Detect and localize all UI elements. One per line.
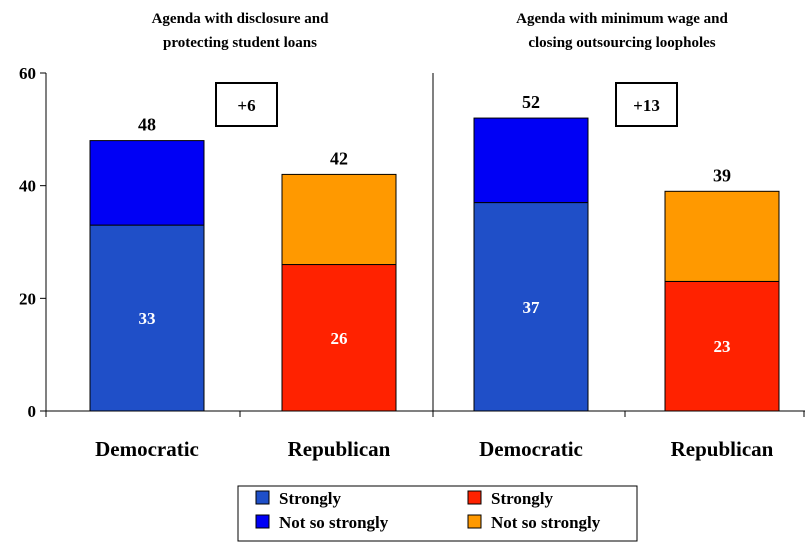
bar-segment-strongly (664, 280, 780, 412)
panel-title-line: Agenda with minimum wage and (516, 11, 728, 27)
difference-label: +13 (633, 96, 660, 115)
bar-segment-strongly (473, 202, 589, 412)
y-tick-label: 40 (19, 177, 36, 196)
y-tick-label: 0 (28, 402, 37, 421)
legend-label: Not so strongly (491, 513, 601, 532)
data-label-strongly: 23 (714, 337, 731, 356)
legend-box (237, 485, 638, 542)
panel-title-line: protecting student loans (163, 35, 317, 51)
panel-title-line: closing outsourcing loopholes (528, 35, 715, 51)
difference-box (215, 82, 278, 127)
x-tick-label: Democratic (479, 437, 583, 461)
x-tick-label: Democratic (95, 437, 199, 461)
panel-titles: Agenda with disclosure and protecting stu… (152, 11, 728, 127)
x-tick-labels: Democratic Republican Democratic Republican (95, 437, 774, 461)
panel-title-line: Agenda with disclosure and (152, 11, 330, 27)
data-label-total: 42 (330, 148, 348, 168)
data-label-strongly: 37 (523, 298, 541, 317)
bar-segment-not-so-strongly (281, 173, 397, 266)
legend-label: Strongly (491, 489, 554, 508)
bar-segment-not-so-strongly (89, 140, 205, 226)
legend-swatch (467, 490, 482, 505)
data-label-total: 52 (522, 92, 540, 112)
legend-label: Strongly (279, 489, 342, 508)
bar-segment-not-so-strongly (664, 190, 780, 282)
data-labels: 33 48 26 42 37 52 23 39 (138, 92, 731, 356)
bar-segment-not-so-strongly (473, 117, 589, 204)
data-label-total: 48 (138, 115, 156, 135)
legend-swatch (255, 490, 270, 505)
data-label-total: 39 (713, 165, 731, 185)
y-tick-label: 20 (19, 289, 36, 308)
bar-segment-strongly (89, 224, 205, 412)
legend-label: Not so strongly (279, 513, 389, 532)
legend-swatch (255, 514, 270, 529)
data-label-strongly: 26 (331, 329, 348, 348)
data-label-strongly: 33 (139, 309, 156, 328)
x-tick-label: Republican (671, 437, 774, 461)
y-tick-label: 60 (19, 64, 36, 83)
x-tick-label: Republican (288, 437, 391, 461)
legend: Strongly Strongly Not so strongly Not so st… (237, 485, 638, 542)
legend-swatch (467, 514, 482, 529)
difference-label: +6 (237, 96, 255, 115)
bars (89, 117, 780, 412)
difference-box (615, 82, 678, 127)
bar-segment-strongly (281, 264, 397, 412)
